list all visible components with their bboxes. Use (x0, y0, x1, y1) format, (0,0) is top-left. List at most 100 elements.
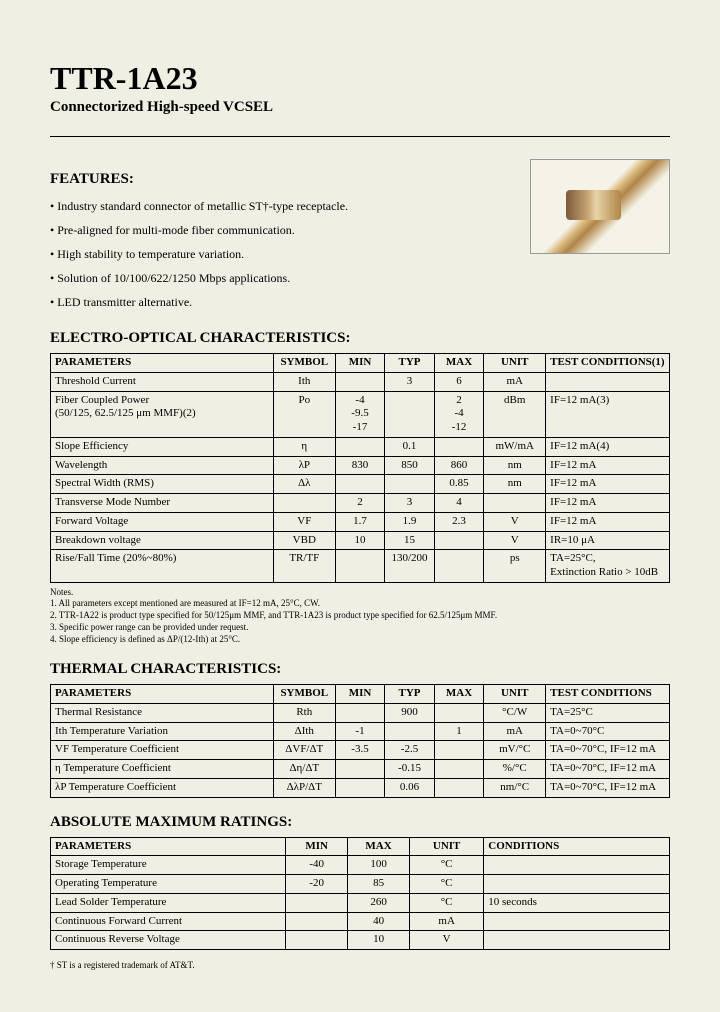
divider (50, 136, 670, 137)
column-header: MIN (335, 354, 385, 373)
table-cell: 900 (385, 703, 435, 722)
table-row: VF Temperature CoefficientΔVF/ΔT-3.5-2.5… (51, 741, 670, 760)
table-cell: Ith (273, 372, 335, 391)
table-cell: ΔIth (273, 722, 335, 741)
table-cell: Thermal Resistance (51, 703, 274, 722)
table-cell: 6 (434, 372, 484, 391)
table-cell: VBD (273, 531, 335, 550)
table-row: Continuous Reverse Voltage10V (51, 931, 670, 950)
table-cell: 1.7 (335, 512, 385, 531)
table-cell: -1 (335, 722, 385, 741)
table-cell: 10 seconds (484, 893, 670, 912)
table-cell: Continuous Reverse Voltage (51, 931, 286, 950)
table-cell (335, 437, 385, 456)
table-cell: TA=0~70°C, IF=12 mA (546, 778, 670, 797)
table-row: λP Temperature CoefficientΔλP/ΔT0.06nm/°… (51, 778, 670, 797)
table-row: Continuous Forward Current40mA (51, 912, 670, 931)
table-cell: Forward Voltage (51, 512, 274, 531)
table-cell (385, 475, 435, 494)
table-cell: -2.5 (385, 741, 435, 760)
table-cell: VF Temperature Coefficient (51, 741, 274, 760)
table-cell: mW/mA (484, 437, 546, 456)
table-cell (484, 912, 670, 931)
table-row: Rise/Fall Time (20%~80%)TR/TF130/200psTA… (51, 550, 670, 583)
table-cell: nm (484, 456, 546, 475)
table-cell (335, 372, 385, 391)
table-cell (434, 741, 484, 760)
table-cell (484, 931, 670, 950)
table-cell: 860 (434, 456, 484, 475)
table-row: η Temperature CoefficientΔη/ΔT-0.15%/°CT… (51, 760, 670, 779)
table-cell: Transverse Mode Number (51, 494, 274, 513)
table-cell (484, 875, 670, 894)
table-cell: mA (484, 722, 546, 741)
table-cell: 15 (385, 531, 435, 550)
table-cell: 2.3 (434, 512, 484, 531)
table-cell (484, 856, 670, 875)
table-cell: -40 (286, 856, 348, 875)
table-cell (335, 703, 385, 722)
column-header: TYP (385, 685, 435, 704)
table-cell: TA=25°C,Extinction Ratio > 10dB (546, 550, 670, 583)
table-cell: TA=0~70°C, IF=12 mA (546, 760, 670, 779)
table-cell: IR=10 μA (546, 531, 670, 550)
table-cell: 40 (348, 912, 410, 931)
table-row: Thermal ResistanceRth900°C/WTA=25°C (51, 703, 670, 722)
notes-title: Notes. (50, 587, 670, 599)
th-table: PARAMETERSSYMBOLMINTYPMAXUNITTEST CONDIT… (50, 684, 670, 798)
column-header: CONDITIONS (484, 837, 670, 856)
table-cell: Rth (273, 703, 335, 722)
table-cell: ps (484, 550, 546, 583)
feature-item: • Industry standard connector of metalli… (50, 194, 348, 218)
table-row: Spectral Width (RMS)Δλ0.85nmIF=12 mA (51, 475, 670, 494)
table-cell (546, 372, 670, 391)
table-cell: Slope Efficiency (51, 437, 274, 456)
table-cell: -20 (286, 875, 348, 894)
table-cell: λP (273, 456, 335, 475)
table-cell: nm/°C (484, 778, 546, 797)
table-cell: 2-4-12 (434, 391, 484, 437)
table-cell: IF=12 mA (546, 494, 670, 513)
table-cell: Fiber Coupled Power(50/125, 62.5/125 μm … (51, 391, 274, 437)
table-cell (484, 494, 546, 513)
table-cell: -3.5 (335, 741, 385, 760)
table-row: Breakdown voltageVBD1015VIR=10 μA (51, 531, 670, 550)
column-header: UNIT (410, 837, 484, 856)
table-cell: 830 (335, 456, 385, 475)
column-header: UNIT (484, 354, 546, 373)
column-header: UNIT (484, 685, 546, 704)
table-cell: Rise/Fall Time (20%~80%) (51, 550, 274, 583)
table-cell: nm (484, 475, 546, 494)
product-subtitle: Connectorized High-speed VCSEL (50, 99, 670, 116)
table-cell: Po (273, 391, 335, 437)
table-row: Slope Efficiencyη0.1mW/mAIF=12 mA(4) (51, 437, 670, 456)
table-cell: VF (273, 512, 335, 531)
table-cell: °C/W (484, 703, 546, 722)
table-cell: Storage Temperature (51, 856, 286, 875)
note-item: 4. Slope efficiency is defined as ΔP/(12… (50, 634, 670, 646)
column-header: MAX (348, 837, 410, 856)
table-cell (434, 531, 484, 550)
feature-item: • Solution of 10/100/622/1250 Mbps appli… (50, 266, 348, 290)
eo-notes: Notes.1. All parameters except mentioned… (50, 587, 670, 645)
table-cell: mV/°C (484, 741, 546, 760)
table-cell: Δλ (273, 475, 335, 494)
table-cell: V (484, 531, 546, 550)
amr-table: PARAMETERSMINMAXUNITCONDITIONSStorage Te… (50, 837, 670, 951)
table-cell: °C (410, 875, 484, 894)
table-cell: TA=0~70°C, IF=12 mA (546, 741, 670, 760)
th-heading: THERMAL CHARACTERISTICS: (50, 661, 670, 678)
note-item: 1. All parameters except mentioned are m… (50, 598, 670, 610)
table-cell (434, 437, 484, 456)
table-cell: %/°C (484, 760, 546, 779)
table-cell: IF=12 mA (546, 475, 670, 494)
table-cell: Threshold Current (51, 372, 274, 391)
table-cell: 130/200 (385, 550, 435, 583)
table-cell: IF=12 mA (546, 456, 670, 475)
column-header: SYMBOL (273, 685, 335, 704)
table-cell (385, 391, 435, 437)
table-cell: V (484, 512, 546, 531)
trademark-footnote: † ST is a registered trademark of AT&T. (50, 960, 670, 970)
table-cell: Operating Temperature (51, 875, 286, 894)
column-header: PARAMETERS (51, 837, 286, 856)
